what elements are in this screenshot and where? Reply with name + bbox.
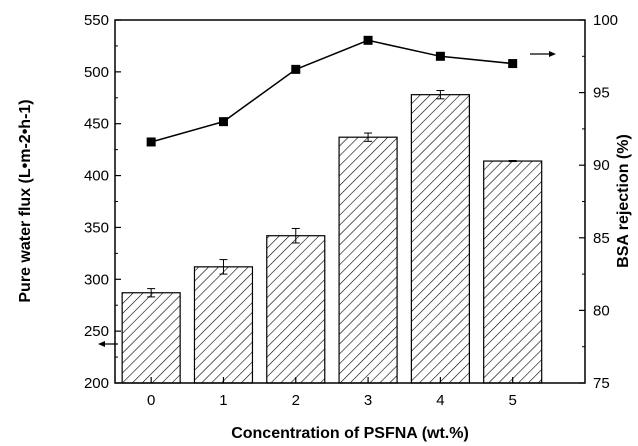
- y-right-tick-label: 85: [593, 230, 610, 247]
- y-right-tick-label: 95: [593, 85, 610, 102]
- flux-bar: [121, 292, 181, 384]
- x-tick-label: 3: [364, 392, 372, 409]
- flux-bar: [193, 266, 254, 384]
- y-left-tick-label: 250: [84, 323, 109, 340]
- flux-bar: [338, 136, 398, 384]
- rejection-point: [435, 51, 445, 61]
- y-left-tick-label: 350: [84, 219, 109, 236]
- rejection-point: [508, 59, 518, 69]
- y-axis-left-title: Pure water flux (L•m-2•h-1): [17, 99, 34, 302]
- y-right-tick-label: 75: [593, 375, 610, 392]
- error-bar-layer: [147, 90, 517, 298]
- flux-bar: [483, 160, 543, 384]
- y-left-tick-label: 400: [84, 168, 109, 185]
- rejection-point: [146, 137, 156, 147]
- y-left-tick-label: 550: [84, 12, 109, 29]
- left-axis-arrow: [98, 341, 118, 347]
- x-tick-label: 4: [436, 392, 444, 409]
- y-axis-right-title: BSA rejection (%): [615, 134, 632, 268]
- y-left-tick-label: 300: [84, 271, 109, 288]
- y-left-tick-label: 200: [84, 375, 109, 392]
- rejection-line: [150, 39, 513, 143]
- rejection-point: [291, 64, 301, 74]
- flux-bar: [266, 235, 326, 384]
- rejection-line-layer: [146, 35, 518, 147]
- y-right-tick-label: 100: [593, 12, 618, 29]
- y-right-tick-label: 80: [593, 302, 610, 319]
- right-axis-arrow: [530, 51, 556, 57]
- rejection-point: [363, 35, 373, 45]
- x-tick-label: 2: [292, 392, 300, 409]
- x-axis-title: Concentration of PSFNA (wt.%): [231, 425, 469, 442]
- x-tick-label: 1: [219, 392, 227, 409]
- y-right-tick-label: 90: [593, 157, 610, 174]
- tick-layer: 200 250 300 350 400 450 500 550 75 80 85 90 95 100 0 1 2…: [84, 12, 618, 409]
- y-left-tick-label: 500: [84, 64, 109, 81]
- bar-layer: [121, 94, 543, 384]
- x-tick-label: 0: [147, 392, 155, 409]
- x-tick-label: 5: [509, 392, 517, 409]
- flux-bar: [410, 94, 470, 384]
- y-left-tick-label: 450: [84, 116, 109, 133]
- rejection-point: [218, 117, 228, 127]
